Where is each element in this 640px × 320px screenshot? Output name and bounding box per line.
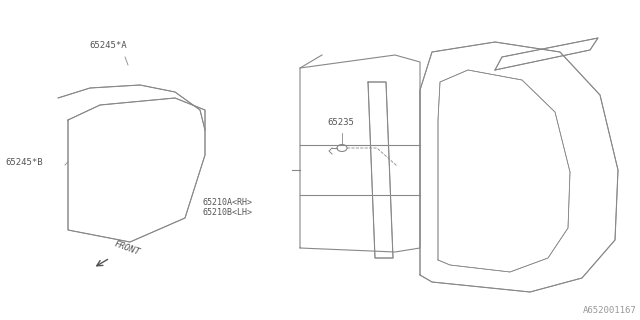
Text: A652001167: A652001167 (583, 306, 637, 315)
Text: 65245*B: 65245*B (5, 158, 43, 167)
Text: 65210A<RH>: 65210A<RH> (202, 198, 252, 207)
Text: FRONT: FRONT (113, 239, 141, 257)
Text: 65210B<LH>: 65210B<LH> (202, 208, 252, 217)
Text: 65245*A: 65245*A (89, 41, 127, 50)
Text: 65235: 65235 (327, 118, 354, 127)
